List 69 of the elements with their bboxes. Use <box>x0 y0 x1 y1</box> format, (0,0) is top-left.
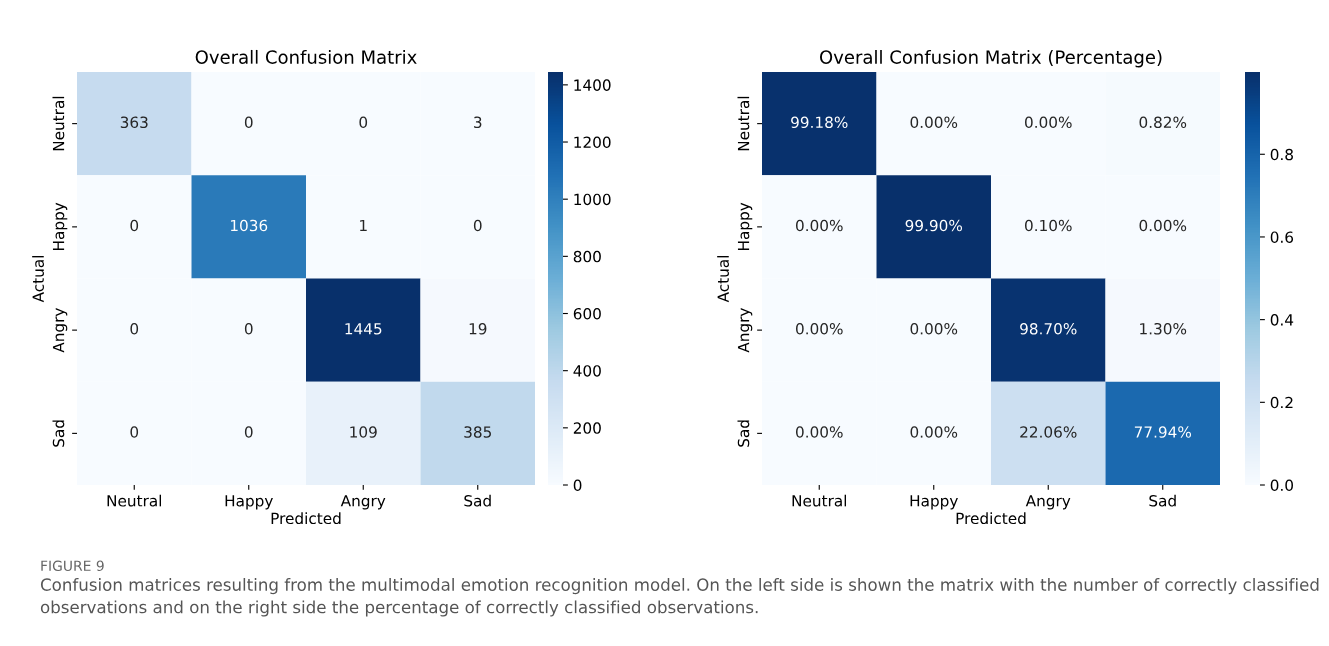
caption: FIGURE 9 <box>41 560 104 572</box>
data-label: 22.06% <box>1020 426 1077 438</box>
x-tick-label: Happy <box>910 495 958 510</box>
color-bar-label: 1000 <box>574 193 611 206</box>
data-label: 109 <box>350 426 377 438</box>
y-tick-label: Sad <box>737 420 750 447</box>
color-bar-label: 1200 <box>574 136 611 149</box>
data-label: 385 <box>464 426 491 438</box>
data-label: 0 <box>130 426 139 438</box>
data-label: 0 <box>473 219 482 232</box>
data-label: 0 <box>130 219 139 232</box>
x-tick-label: Sad <box>464 494 491 507</box>
data-label: 1445 <box>345 323 382 335</box>
color-bar-label: 0.4 <box>1270 314 1294 326</box>
color-bar-label: 0.6 <box>1270 231 1294 243</box>
data-label: 0.00% <box>910 116 958 129</box>
data-label: 1036 <box>230 219 268 232</box>
data-label: 0.10% <box>1024 219 1072 232</box>
data-label: 0.00% <box>1139 219 1187 232</box>
y-tick-label: Neutral <box>52 96 65 151</box>
x-axis-title: Predicted <box>956 512 1026 525</box>
y-tick-label: Happy <box>737 202 753 251</box>
color-bar-label: 400 <box>573 365 601 377</box>
data-label: 0.00% <box>910 323 958 335</box>
x-tick-label: Angry <box>1025 495 1071 510</box>
x-tick-label: Neutral <box>792 494 847 507</box>
data-label: 3 <box>474 116 482 129</box>
x-tick-label: Neutral <box>107 494 162 507</box>
y-tick-label: Neutral <box>737 96 750 151</box>
data-label: 0.00% <box>1024 116 1072 129</box>
x-tick-label: Sad <box>1149 494 1176 507</box>
color-bar-label: 0.0 <box>1270 479 1293 492</box>
data-label: 0 <box>244 323 253 335</box>
data-label: 0 <box>244 426 253 438</box>
data-label: 0.00% <box>795 219 843 232</box>
data-label: 0.00% <box>910 426 958 438</box>
data-label: 0 <box>244 116 253 129</box>
x-tick-label: Happy <box>225 495 273 510</box>
data-label: 0.00% <box>795 426 843 438</box>
data-label: 1 <box>360 219 367 232</box>
data-label: 99.90% <box>905 219 963 232</box>
y-tick-label: Angry <box>52 308 68 353</box>
color-bar-label: 0 <box>573 479 582 492</box>
y-tick-label: Sad <box>52 420 65 447</box>
y-axis-title: Actual <box>717 256 729 303</box>
x-tick-label: Angry <box>340 495 386 510</box>
y-tick-label: Angry <box>737 308 753 353</box>
data-label: 0 <box>359 116 368 129</box>
data-label: 99.18% <box>791 116 848 129</box>
color-bar-label: 0.2 <box>1270 396 1293 409</box>
chart-title: Overall Confusion Matrix (Percentage) <box>819 49 1162 68</box>
data-label: 0.82% <box>1139 116 1187 129</box>
y-tick-label: Happy <box>52 202 68 251</box>
data-label: 0 <box>130 323 139 335</box>
data-label: 0.00% <box>795 323 843 335</box>
color-bar-label: 0.8 <box>1270 148 1293 161</box>
y-axis-title: Actual <box>32 256 44 303</box>
color-bar-label: 800 <box>573 250 601 263</box>
data-label: 77.94% <box>1134 426 1192 438</box>
color-bar-label: 600 <box>573 307 601 320</box>
chart-title: Overall Confusion Matrix <box>195 49 417 64</box>
x-axis-title: Predicted <box>271 512 341 525</box>
data-label: 98.70% <box>1020 323 1077 335</box>
color-bar-label: 200 <box>573 422 601 434</box>
data-label: 19 <box>469 323 487 335</box>
text: Confusion matrices resulting from the multimodal emotion recognition model. On the left side is shown the matrix with the number of correctly classified observations and on the right side the percentage of correctly classified observations. <box>40 578 1319 617</box>
color-bar-label: 1400 <box>574 79 611 91</box>
data-label: 363 <box>120 116 148 129</box>
data-label: 1.30% <box>1140 323 1187 335</box>
